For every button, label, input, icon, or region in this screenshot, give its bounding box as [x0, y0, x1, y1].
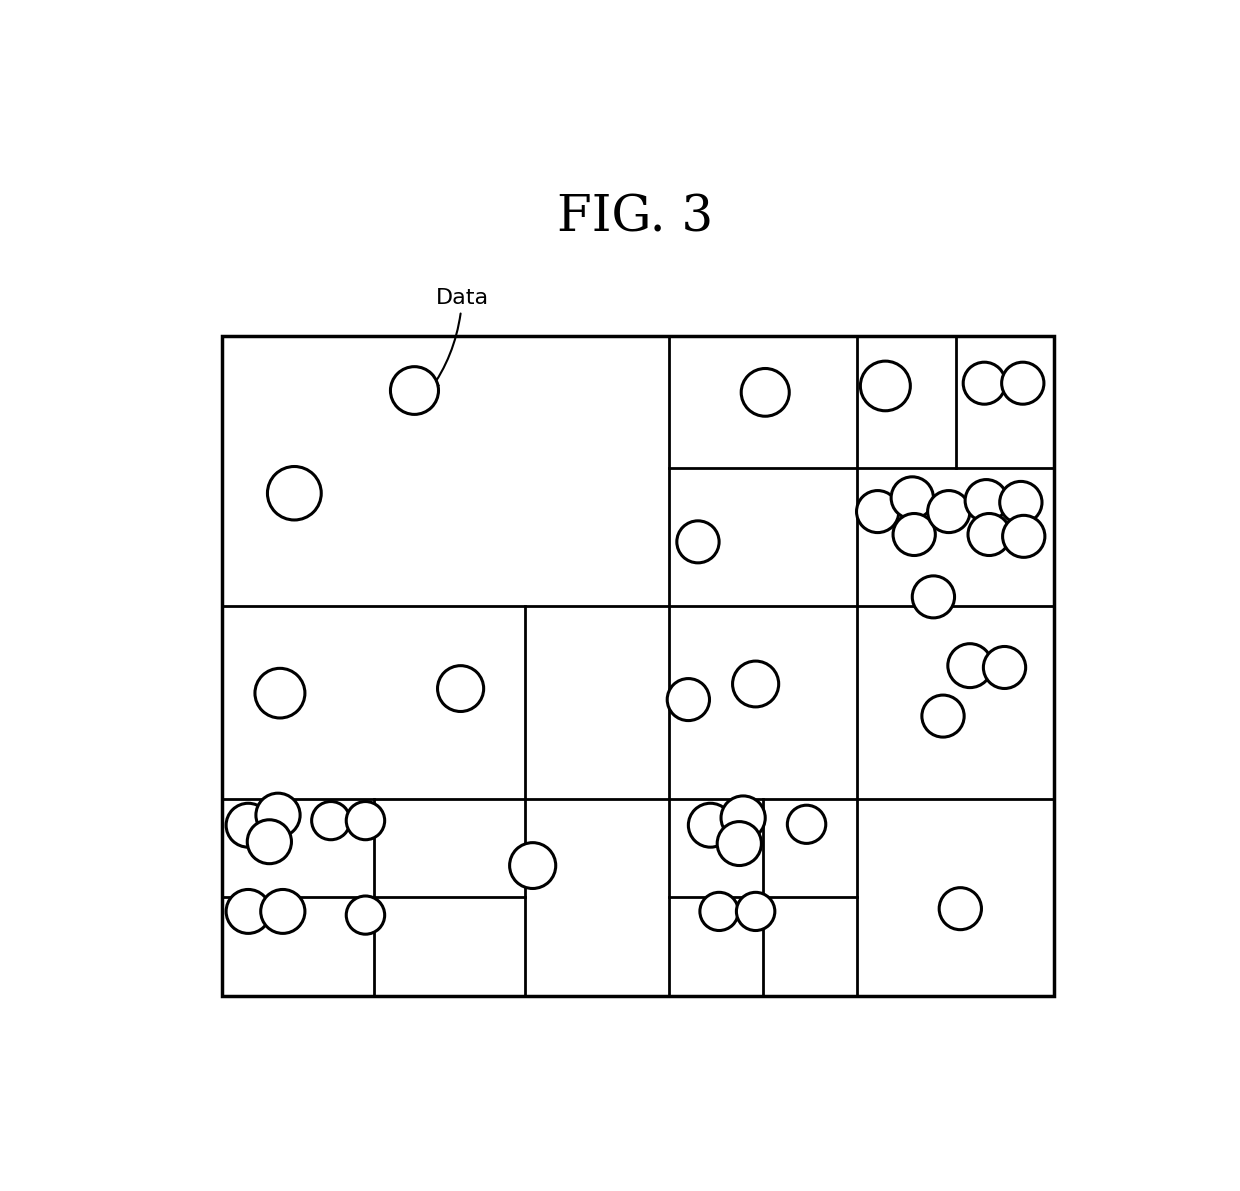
Ellipse shape: [983, 647, 1025, 688]
Ellipse shape: [787, 805, 826, 843]
Ellipse shape: [999, 481, 1042, 523]
Ellipse shape: [226, 890, 270, 934]
Text: Data: Data: [430, 288, 489, 391]
Ellipse shape: [893, 513, 935, 555]
Ellipse shape: [913, 576, 955, 618]
Ellipse shape: [963, 362, 1006, 404]
Ellipse shape: [226, 803, 270, 847]
Ellipse shape: [255, 793, 300, 837]
Ellipse shape: [677, 520, 719, 563]
Ellipse shape: [1003, 516, 1045, 557]
Ellipse shape: [391, 367, 439, 414]
Ellipse shape: [699, 892, 738, 930]
Ellipse shape: [438, 666, 484, 711]
Ellipse shape: [255, 668, 305, 718]
Ellipse shape: [667, 679, 709, 721]
Ellipse shape: [861, 361, 910, 411]
Ellipse shape: [311, 802, 350, 840]
Ellipse shape: [742, 368, 789, 416]
Ellipse shape: [1002, 362, 1044, 404]
Ellipse shape: [510, 843, 556, 888]
Ellipse shape: [737, 892, 775, 930]
Ellipse shape: [688, 803, 733, 847]
Ellipse shape: [892, 476, 934, 519]
Ellipse shape: [965, 480, 1007, 522]
Ellipse shape: [346, 896, 384, 934]
Ellipse shape: [717, 822, 761, 866]
Ellipse shape: [247, 819, 291, 863]
Ellipse shape: [939, 887, 982, 930]
Ellipse shape: [928, 491, 970, 532]
Ellipse shape: [947, 643, 992, 687]
Ellipse shape: [733, 661, 779, 707]
Ellipse shape: [720, 796, 765, 840]
Ellipse shape: [921, 696, 965, 737]
Ellipse shape: [268, 467, 321, 520]
Text: FIG. 3: FIG. 3: [557, 193, 714, 243]
Ellipse shape: [346, 802, 384, 840]
Ellipse shape: [260, 890, 305, 934]
Bar: [222, 336, 1054, 996]
Ellipse shape: [968, 513, 1011, 555]
Ellipse shape: [857, 491, 899, 532]
